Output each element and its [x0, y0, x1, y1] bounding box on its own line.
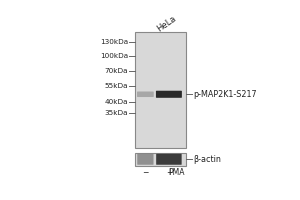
- Text: 40kDa: 40kDa: [105, 99, 128, 105]
- Text: HeLa: HeLa: [155, 14, 178, 34]
- Text: 35kDa: 35kDa: [105, 110, 128, 116]
- Text: p-MAP2K1-S217: p-MAP2K1-S217: [193, 90, 257, 99]
- Text: PMA: PMA: [168, 168, 184, 177]
- Text: −: −: [142, 168, 148, 177]
- Text: 55kDa: 55kDa: [105, 83, 128, 89]
- Text: 100kDa: 100kDa: [100, 53, 128, 59]
- FancyBboxPatch shape: [156, 91, 182, 98]
- FancyBboxPatch shape: [137, 91, 154, 97]
- FancyBboxPatch shape: [137, 154, 154, 165]
- Bar: [135, 153, 186, 166]
- Text: 70kDa: 70kDa: [105, 68, 128, 74]
- Bar: [135, 32, 186, 148]
- Text: β-actin: β-actin: [193, 155, 221, 164]
- FancyBboxPatch shape: [156, 154, 182, 165]
- Text: 130kDa: 130kDa: [100, 39, 128, 45]
- Text: +: +: [166, 168, 172, 177]
